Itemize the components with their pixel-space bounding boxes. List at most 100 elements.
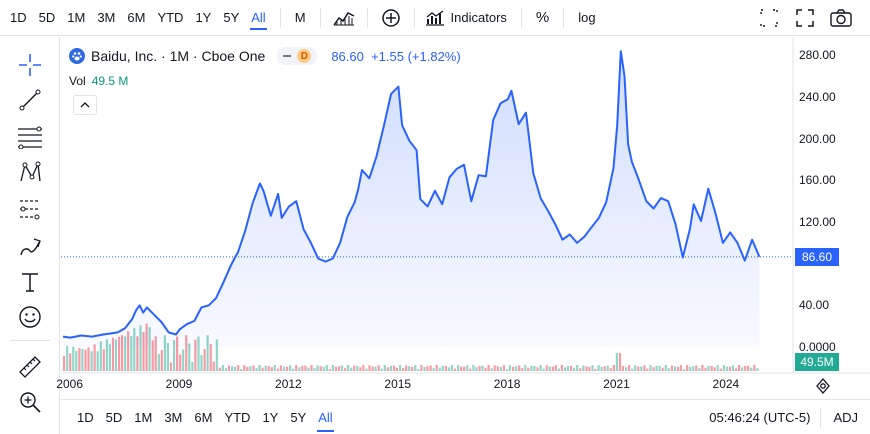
volume-bar (267, 366, 270, 371)
toolbar-divider (820, 407, 822, 428)
log-scale-button[interactable]: log (578, 10, 596, 25)
text-icon[interactable] (16, 268, 44, 296)
volume-bar (490, 368, 493, 371)
compare-add-icon[interactable] (376, 0, 406, 36)
ruler-icon[interactable] (16, 353, 44, 381)
volume-bar (148, 327, 151, 371)
volume-bar (420, 365, 423, 371)
delayed-badge[interactable]: D (277, 47, 318, 65)
chart-type-icon[interactable] (329, 0, 359, 36)
clock[interactable]: 05:46:24 (UTC-5) (709, 410, 811, 425)
volume-bar (679, 365, 683, 371)
percent-scale-button[interactable]: % (535, 9, 550, 26)
volume-bar (66, 346, 69, 371)
volume-bar (557, 368, 560, 371)
volume-bar (255, 368, 258, 371)
volume-bar (426, 366, 429, 371)
bottom-range-ytd[interactable]: YTD (224, 409, 251, 425)
range-5y[interactable]: 5Y (223, 10, 240, 25)
volume-bar (313, 368, 316, 371)
volume-bar (81, 349, 84, 371)
volume-bar (240, 369, 243, 371)
volume-bar (444, 366, 447, 371)
volume-bar (609, 368, 612, 371)
zoom-in-icon[interactable] (16, 388, 44, 416)
volume-bar (423, 367, 426, 371)
volume-bar (124, 336, 127, 371)
camera-icon[interactable] (826, 0, 856, 36)
settings-icon[interactable] (813, 376, 833, 396)
toolbar-divider (10, 340, 50, 341)
crosshair-icon[interactable] (16, 51, 44, 79)
price-tick: 40.00 (799, 298, 830, 313)
interval-button[interactable]: M (294, 10, 306, 25)
bottom-range-6m[interactable]: 6M (194, 409, 213, 425)
collapse-legend-button[interactable] (73, 95, 97, 115)
brush-icon[interactable] (16, 233, 44, 261)
volume-bar (173, 340, 176, 371)
bottom-range-1m[interactable]: 1M (134, 409, 153, 425)
volume-bar (347, 365, 350, 371)
status-dash-icon (283, 55, 292, 57)
trend-line-icon[interactable] (16, 86, 44, 114)
volume-bar (243, 365, 246, 371)
volume-bar (527, 367, 530, 371)
volume-bar (99, 341, 102, 371)
volume-bar (734, 368, 738, 371)
range-5d[interactable]: 5D (38, 10, 56, 25)
volume-bar (634, 365, 637, 371)
symbol-title[interactable]: Baidu, Inc. · 1M · Cboe One (91, 48, 266, 64)
volume-bar (292, 368, 295, 371)
range-3m[interactable]: 3M (97, 10, 116, 25)
volume-bar (417, 369, 420, 371)
volume-bar (69, 353, 72, 371)
volume-bar (606, 365, 609, 371)
volume-bar (618, 353, 622, 371)
bottom-range-1d[interactable]: 1D (77, 409, 94, 425)
emoji-icon[interactable] (16, 303, 44, 331)
volume-bar (114, 339, 118, 371)
volume-bar (84, 349, 87, 371)
volume-bar (298, 367, 301, 371)
indicators-icon (425, 9, 444, 26)
volume-bar (93, 344, 96, 371)
volume-bar (316, 365, 319, 371)
range-1m[interactable]: 1M (67, 10, 86, 25)
bottom-range-1y[interactable]: 1Y (262, 409, 279, 425)
adj-button[interactable]: ADJ (833, 410, 858, 425)
fullscreen-icon[interactable] (790, 0, 820, 36)
bottom-range-all[interactable]: All (312, 400, 338, 434)
volume-bar (594, 369, 597, 371)
pattern-icon[interactable] (16, 159, 44, 187)
volume-bar (169, 362, 173, 371)
forecast-icon[interactable] (16, 195, 44, 223)
volume-bar (463, 366, 466, 371)
volume-bar (191, 362, 194, 371)
volume-bar (475, 367, 478, 371)
volume-bar (664, 365, 667, 371)
range-all[interactable]: All (245, 0, 271, 36)
time-tick: 2021 (603, 377, 630, 391)
volume-bar (334, 366, 337, 371)
price-chart[interactable] (61, 37, 870, 399)
volume-bar (261, 367, 264, 371)
indicators-button[interactable]: Indicators (423, 0, 513, 36)
range-1y[interactable]: 1Y (195, 10, 212, 25)
volume-bar (493, 365, 496, 371)
chart-pane[interactable]: Baidu, Inc. · 1M · Cboe One D 86.60 +1.5… (56, 37, 870, 434)
bottom-range-5d[interactable]: 5D (105, 409, 123, 425)
bottom-range-5y[interactable]: 5Y (290, 409, 307, 425)
range-ytd[interactable]: YTD (157, 10, 184, 25)
price-tick: 120.00 (799, 215, 836, 230)
volume-bar (710, 366, 713, 371)
volume-legend: Vol 49.5 M (69, 74, 128, 88)
volume-bar (512, 367, 515, 371)
bottom-range-3m[interactable]: 3M (164, 409, 183, 425)
fib-retracement-icon[interactable] (16, 123, 44, 151)
range-6m[interactable]: 6M (127, 10, 146, 25)
fit-screen-icon[interactable] (754, 0, 784, 36)
price-tick: 0.0000 (799, 340, 836, 354)
range-1d[interactable]: 1D (10, 10, 27, 25)
volume-bar (414, 365, 417, 371)
volume-bar (643, 365, 646, 371)
